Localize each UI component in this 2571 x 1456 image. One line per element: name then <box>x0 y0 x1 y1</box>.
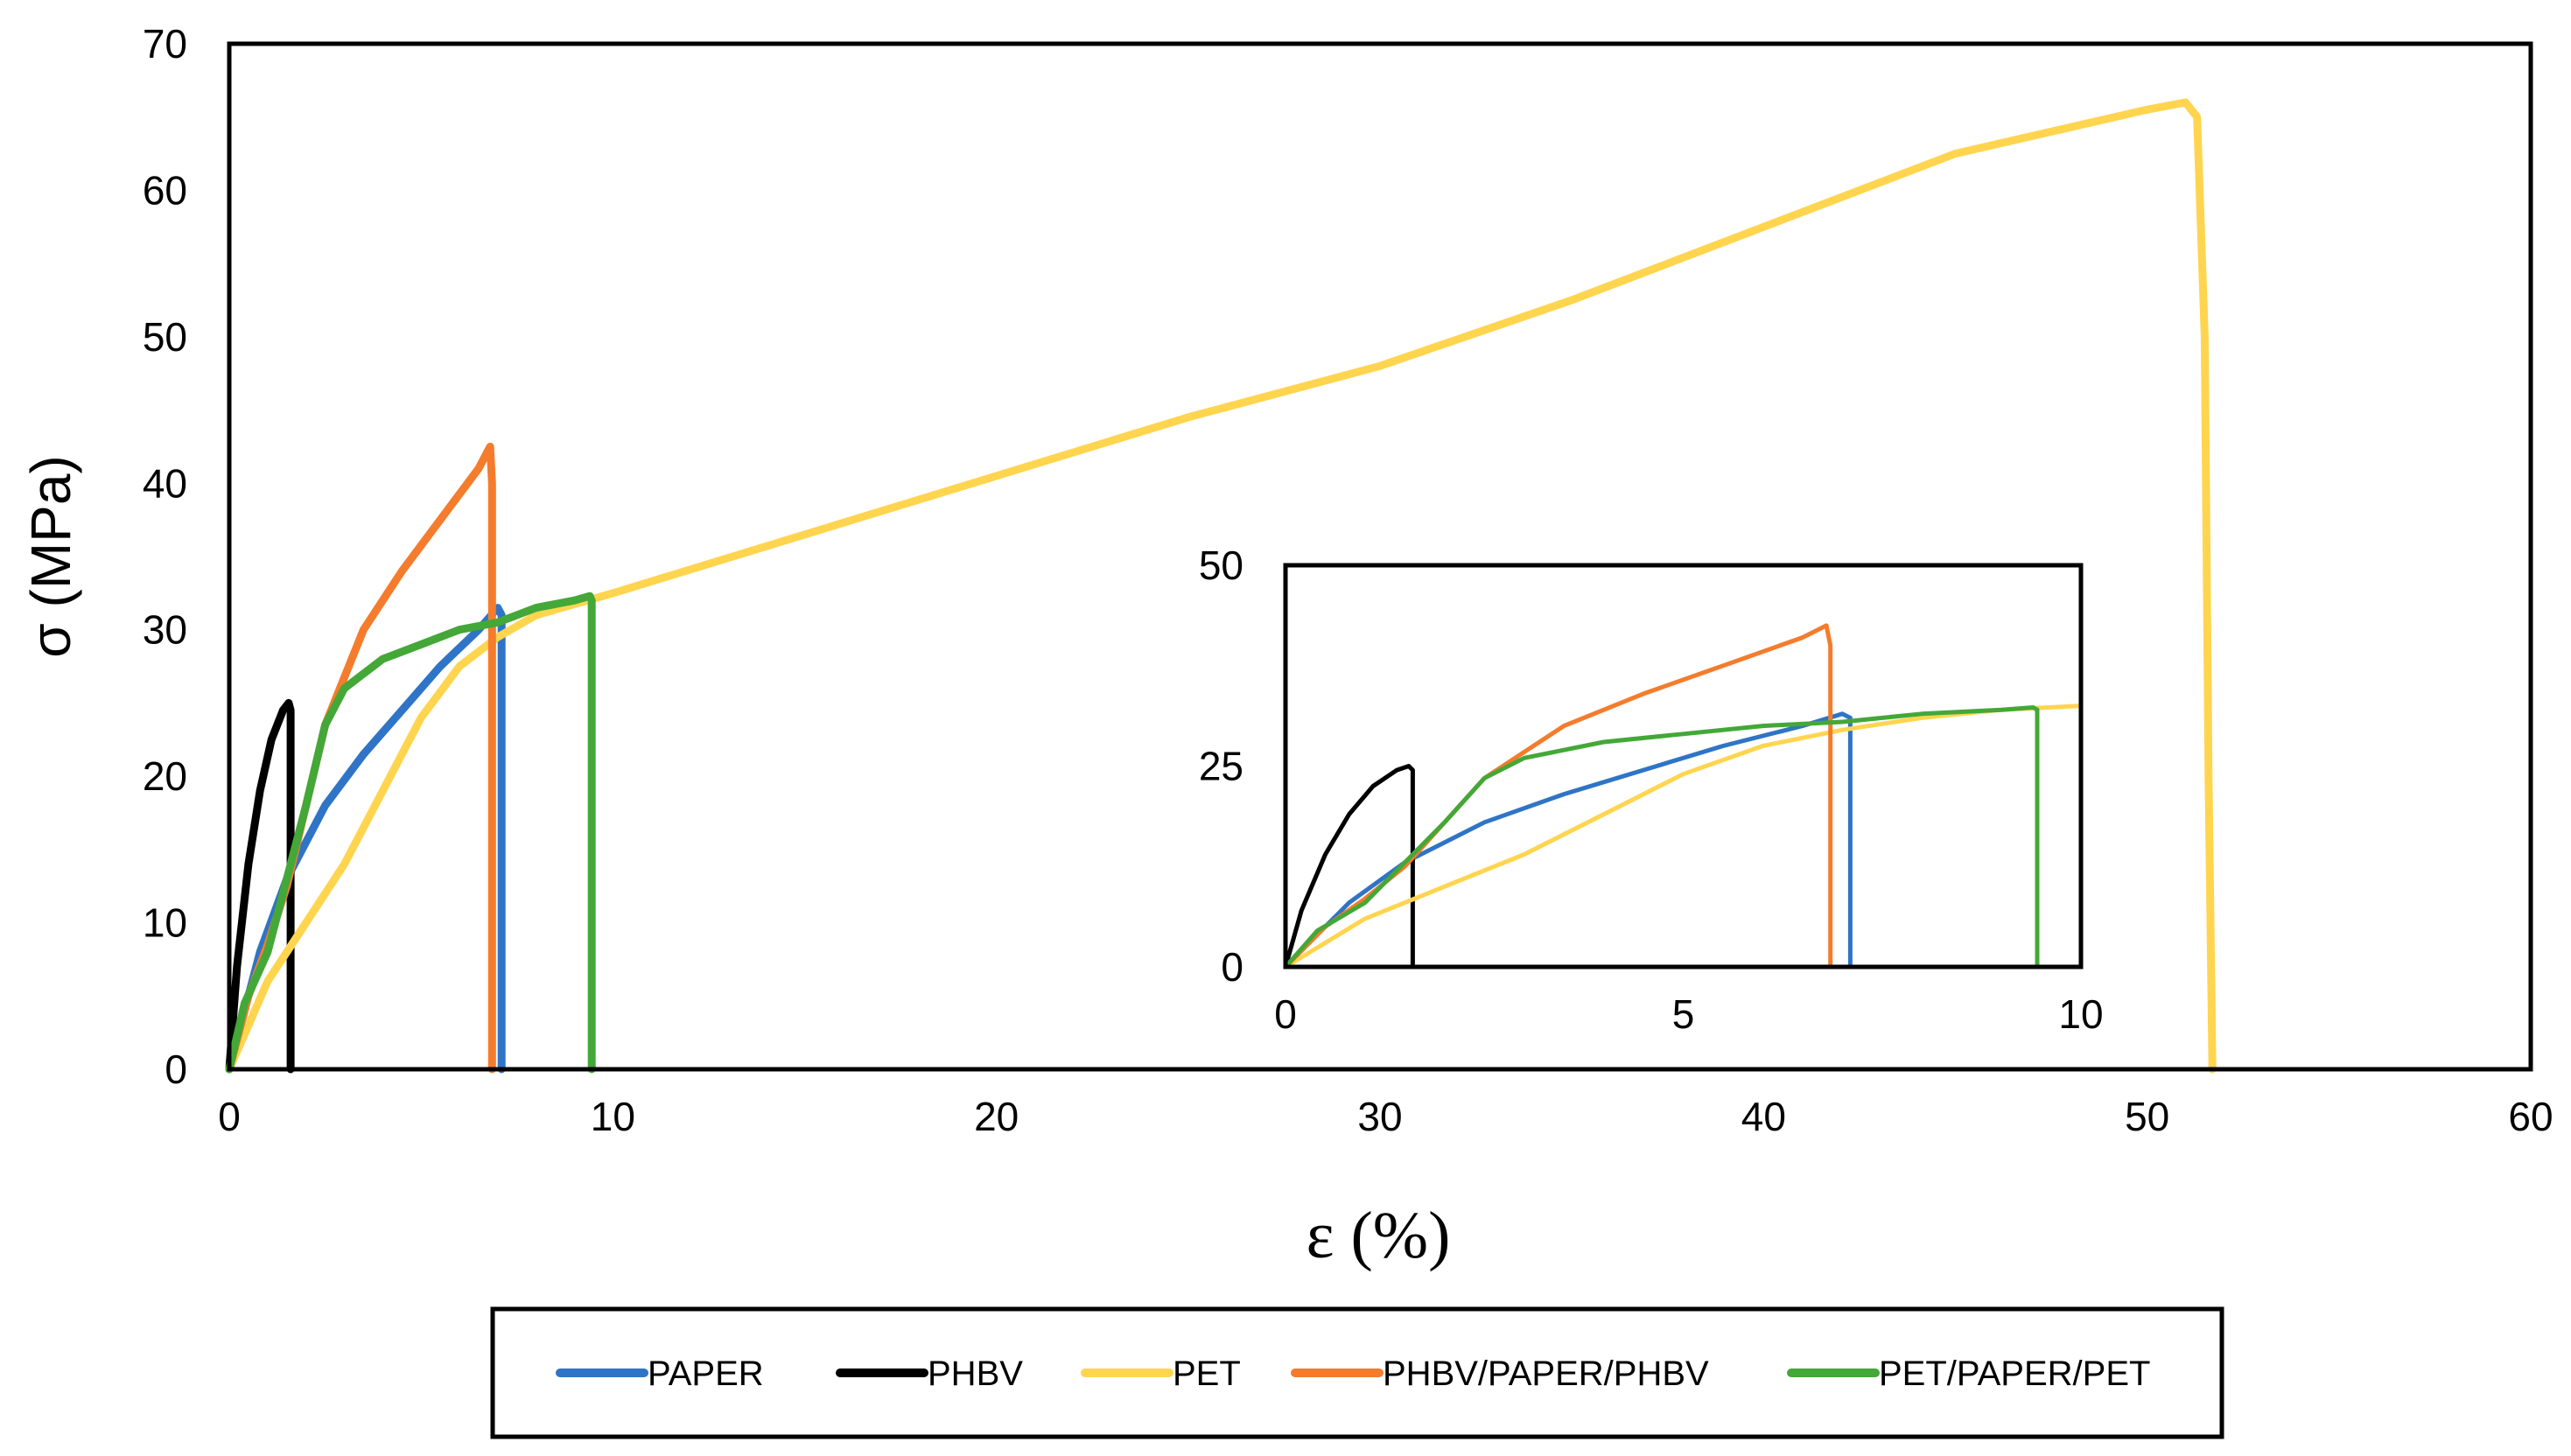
main-x-tick-label: 20 <box>974 1094 1019 1139</box>
main-x-tick-label: 10 <box>591 1094 635 1139</box>
legend: PAPER PHBV PET PHBV/PAPER/PHBV PET/PAPER/PET <box>490 1306 2224 1439</box>
main-x-tick-label: 30 <box>1357 1094 1402 1139</box>
inset-series-pet-paper-pet-line <box>1283 705 2040 970</box>
inset-y-tick-label: 0 <box>1221 944 1243 990</box>
legend-frame <box>490 1306 2224 1439</box>
main-y-tick-label: 30 <box>143 607 187 653</box>
inset-series-group <box>1283 623 2084 970</box>
legend-label-phbv-paper-phbv: PHBV/PAPER/PHBV <box>1383 1354 1709 1393</box>
inset-series-pet-line <box>1283 704 2084 970</box>
main-x-tick-labels: 0 10 20 30 40 50 60 <box>218 1094 2553 1139</box>
inset-x-tick-label: 10 <box>2058 991 2103 1037</box>
legend-label-phbv: PHBV <box>928 1354 1023 1393</box>
main-y-tick-label: 20 <box>143 753 187 799</box>
main-y-tick-label: 50 <box>143 314 187 360</box>
main-x-tick-label: 0 <box>218 1094 241 1139</box>
main-y-tick-label: 60 <box>143 167 187 213</box>
main-y-tick-label: 70 <box>143 21 187 66</box>
main-x-tick-label: 40 <box>1741 1094 1786 1139</box>
inset-series-phbv-line <box>1283 764 1415 970</box>
legend-items: PAPER PHBV PET PHBV/PAPER/PHBV PET/PAPER/PET <box>556 1354 2150 1393</box>
inset-series-paper-line <box>1283 711 1853 970</box>
main-series-paper-line <box>225 604 506 1074</box>
main-x-tick-label: 60 <box>2508 1094 2553 1139</box>
main-y-tick-label: 0 <box>165 1046 187 1092</box>
main-series-group <box>225 98 2217 1074</box>
inset-x-tick-label: 0 <box>1274 991 1297 1037</box>
legend-label-pet-paper-pet: PET/PAPER/PET <box>1879 1354 2150 1393</box>
main-y-tick-labels: 0 10 20 30 40 50 60 70 <box>143 21 187 1092</box>
main-plot-frame <box>227 41 2533 1072</box>
inset-y-tick-label: 50 <box>1199 542 1243 588</box>
inset-y-tick-labels: 0 25 50 <box>1199 542 1243 990</box>
inset-x-tick-label: 5 <box>1672 991 1695 1037</box>
main-series-phbv-line <box>225 698 295 1074</box>
inset-plot-background <box>1286 565 2081 967</box>
x-axis-title: ε (%) <box>1307 1199 1451 1272</box>
legend-label-pet: PET <box>1173 1354 1241 1393</box>
main-x-tick-label: 50 <box>2125 1094 2169 1139</box>
main-series-pet-line <box>225 98 2217 1074</box>
inset-y-tick-label: 25 <box>1199 744 1243 789</box>
legend-label-paper: PAPER <box>648 1354 764 1393</box>
inset-series-phbv-paper-phbv-line <box>1283 623 1833 970</box>
y-axis-title: σ (MPa) <box>19 455 82 658</box>
inset-plot: 0 5 10 0 25 50 <box>1199 542 2104 1037</box>
inset-x-tick-labels: 0 5 10 <box>1274 991 2103 1037</box>
main-y-tick-label: 40 <box>143 460 187 506</box>
main-series-pet-paper-pet-line <box>225 592 596 1074</box>
main-y-tick-label: 10 <box>143 900 187 946</box>
inset-plot-frame <box>1283 563 2084 970</box>
